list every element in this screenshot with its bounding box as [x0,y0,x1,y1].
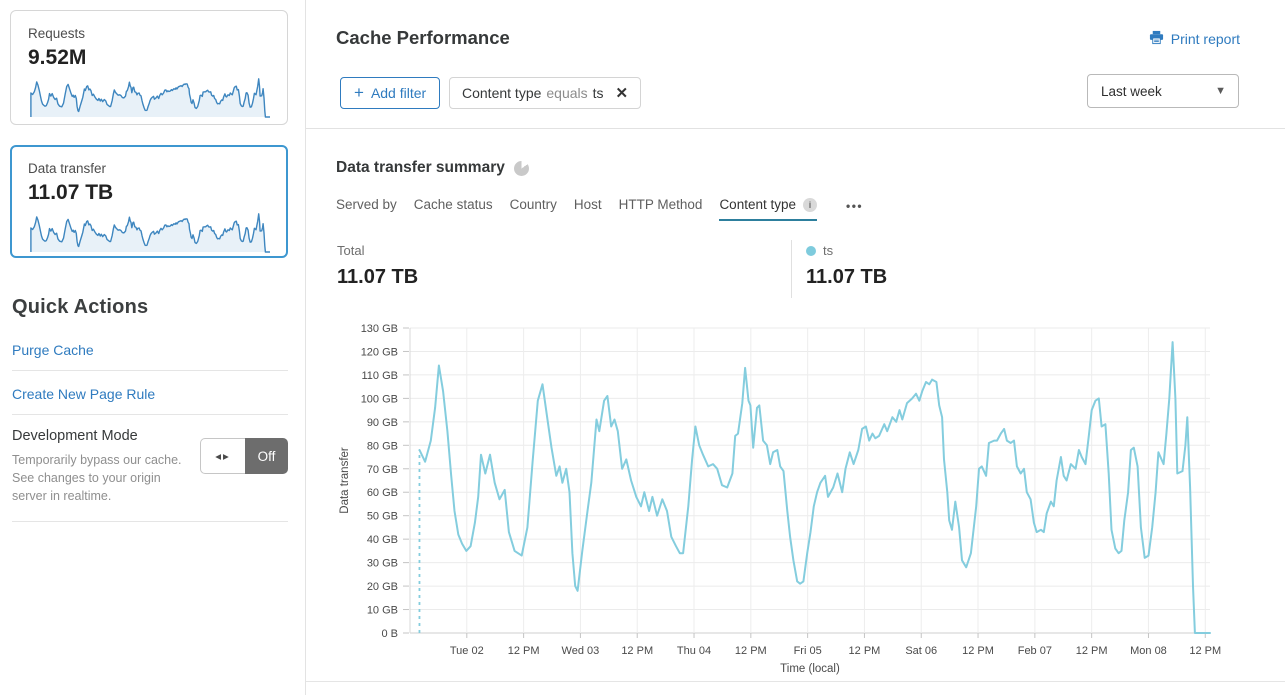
data-transfer-card[interactable]: Data transfer 11.07 TB [10,145,288,258]
toggle-off-label[interactable]: Off [245,438,288,474]
tab-http-method[interactable]: HTTP Method [618,197,703,212]
main-content: Cache Performance Print report + Add fil… [306,0,1285,695]
data-transfer-card-label: Data transfer [28,161,107,176]
filter-chip-operator: equals [546,85,588,101]
requests-card[interactable]: Requests 9.52M [10,10,288,125]
requests-card-label: Requests [28,26,86,41]
divider [306,128,1285,129]
legend-series-name: ts [823,243,834,258]
data-transfer-card-value: 11.07 TB [28,181,114,204]
svg-text:20 GB: 20 GB [367,581,398,593]
svg-text:70 GB: 70 GB [367,464,398,476]
time-range-value: Last week [1101,83,1162,99]
svg-text:Feb 07: Feb 07 [1018,645,1052,657]
chart-svg: 0 B 10 GB 20 GB 30 GB 40 GB 50 GB 60 GB 70 GB 80… [339,323,1221,675]
development-mode-block: Development Mode Temporarily bypass our … [12,428,288,521]
development-mode-toggle[interactable]: ◀▶ Off [200,438,288,474]
tab-host[interactable]: Host [573,197,602,212]
tab-content-type[interactable]: Content type i [719,197,817,221]
svg-text:60 GB: 60 GB [367,487,398,499]
svg-text:110 GB: 110 GB [362,370,399,382]
svg-text:Wed 03: Wed 03 [562,645,600,657]
development-mode-title: Development Mode [12,428,138,444]
svg-text:Tue 02: Tue 02 [450,645,484,657]
svg-text:Mon 08: Mon 08 [1130,645,1167,657]
requests-sparkline [28,75,270,119]
pie-chart-icon [513,160,529,176]
tab-served-by[interactable]: Served by [336,197,397,212]
sidebar: Requests 9.52M Data transfer 11.07 TB Qu… [0,0,306,695]
svg-text:50 GB: 50 GB [367,511,398,523]
svg-text:90 GB: 90 GB [367,417,398,429]
legend-series-value: 11.07 TB [806,266,888,288]
create-page-rule-link[interactable]: Create New Page Rule [12,386,156,402]
tab-cache-status[interactable]: Cache status [413,197,493,212]
svg-text:100 GB: 100 GB [361,393,398,405]
quick-actions-title: Quick Actions [12,296,149,318]
svg-text:Thu 04: Thu 04 [677,645,711,657]
divider [306,681,1285,682]
chevron-down-icon: ▼ [1215,85,1226,97]
svg-text:12 PM: 12 PM [1189,645,1221,657]
divider [12,414,288,415]
purge-cache-link[interactable]: Purge Cache [12,342,94,358]
content-type-filter-chip[interactable]: Content type equals ts ✕ [449,77,642,109]
toggle-arrows-icon[interactable]: ◀▶ [200,438,245,474]
svg-text:12 PM: 12 PM [1076,645,1108,657]
info-icon[interactable]: i [803,197,817,212]
print-report-button[interactable]: Print report [1149,30,1240,48]
more-tabs-icon[interactable]: ••• [846,199,864,213]
development-mode-description: Temporarily bypass our cache. See change… [12,453,182,504]
svg-text:12 PM: 12 PM [735,645,767,657]
total-value: 11.07 TB [337,266,419,288]
svg-text:130 GB: 130 GB [361,323,398,335]
summary-title: Data transfer summary [336,159,505,176]
svg-text:10 GB: 10 GB [367,605,398,617]
print-report-label: Print report [1170,31,1240,47]
svg-text:80 GB: 80 GB [367,440,398,452]
svg-text:120 GB: 120 GB [361,346,398,358]
legend-dot [806,245,816,256]
summary-title-row: Data transfer summary [336,159,529,177]
svg-text:12 PM: 12 PM [508,645,540,657]
data-transfer-chart[interactable]: 0 B 10 GB 20 GB 30 GB 40 GB 50 GB 60 GB 70 GB 80… [336,312,1246,677]
tab-country[interactable]: Country [509,197,557,212]
total-block: Total 11.07 TB [337,243,418,289]
page-title: Cache Performance [336,27,510,48]
summary-tabs: Served by Cache status Country Host HTTP… [336,197,863,221]
svg-text:30 GB: 30 GB [367,558,398,570]
data-transfer-sparkline [28,210,270,254]
tab-content-type-label: Content type [719,197,796,212]
svg-text:12 PM: 12 PM [962,645,994,657]
printer-icon [1149,30,1164,48]
divider [12,370,288,371]
divider [791,240,792,298]
x-axis: Tue 02 12 PM Wed 03 12 PM Thu 04 12 PM Fri 05 1… [450,328,1221,657]
legend-block: ts 11.07 TB [806,243,887,289]
y-axis: 0 B 10 GB 20 GB 30 GB 40 GB 50 GB 60 GB 70 GB 80… [361,323,1210,640]
svg-text:Fri 05: Fri 05 [794,645,822,657]
filter-chip-field: Content type [462,85,542,101]
filter-chip-value: ts [592,85,604,101]
svg-text:40 GB: 40 GB [367,534,398,546]
plus-icon: + [354,83,364,102]
requests-card-value: 9.52M [28,46,87,69]
svg-text:12 PM: 12 PM [849,645,881,657]
quick-actions-section: Quick Actions Purge Cache Create New Pag… [12,296,288,523]
svg-text:0 B: 0 B [381,628,398,640]
svg-text:Sat 06: Sat 06 [905,645,937,657]
chart-line [418,341,1211,634]
add-filter-label: Add filter [370,85,427,101]
time-range-select[interactable]: Last week ▼ [1087,74,1239,108]
svg-text:12 PM: 12 PM [621,645,653,657]
remove-filter-icon[interactable]: ✕ [615,85,629,102]
y-axis-title: Data transfer [339,447,351,514]
total-label: Total [337,243,365,258]
add-filter-button[interactable]: + Add filter [340,77,441,109]
x-axis-title: Time (local) [780,663,840,675]
divider [12,521,288,523]
